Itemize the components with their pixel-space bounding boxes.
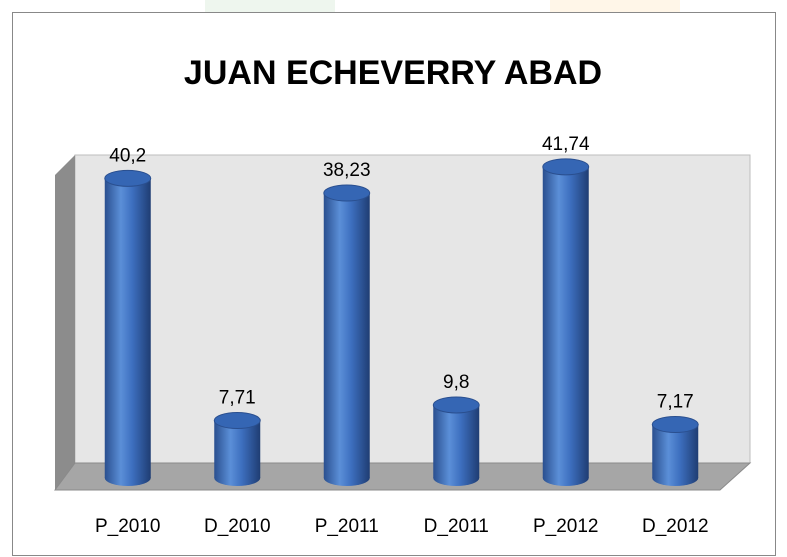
cylinder-base — [433, 470, 480, 486]
chart-title: JUAN ECHEVERRY ABAD — [184, 54, 602, 92]
data-label: 40,2 — [109, 145, 146, 166]
cylinder-base — [214, 470, 261, 486]
cylinder-top — [651, 416, 699, 434]
data-label: 7,71 — [219, 388, 256, 409]
x-tick-label: D_2012 — [642, 516, 709, 537]
floor — [54, 462, 752, 491]
x-tick-label: P_2010 — [95, 516, 161, 537]
cylinder-top — [104, 169, 152, 187]
x-tick-label: D_2010 — [204, 516, 271, 537]
data-label: 7,17 — [657, 392, 694, 413]
cylinder-base — [104, 470, 151, 486]
cylinder-base — [323, 470, 370, 486]
cylinder-top — [323, 184, 371, 202]
side-wall — [55, 155, 75, 490]
cylinder-top — [213, 412, 261, 430]
cylinder-top — [542, 158, 590, 176]
background-tab — [550, 0, 680, 12]
data-label: 38,23 — [323, 160, 371, 181]
cylinder-body — [104, 178, 151, 478]
cylinder-body — [323, 193, 370, 478]
cylinder-body — [542, 166, 589, 478]
cylinder-top — [432, 396, 480, 414]
x-tick-label: D_2011 — [424, 516, 489, 537]
cylinder-body — [214, 420, 261, 478]
x-tick-label: P_2012 — [533, 516, 599, 537]
cylinder-base — [652, 470, 699, 486]
cylinder-body — [652, 424, 699, 478]
background-tab — [205, 0, 335, 12]
back-wall — [74, 154, 751, 464]
cylinder-base — [542, 470, 589, 486]
data-label: 41,74 — [542, 134, 590, 155]
data-label: 9,8 — [443, 372, 469, 393]
x-tick-label: P_2011 — [315, 516, 379, 537]
cylinder-body — [433, 404, 480, 478]
